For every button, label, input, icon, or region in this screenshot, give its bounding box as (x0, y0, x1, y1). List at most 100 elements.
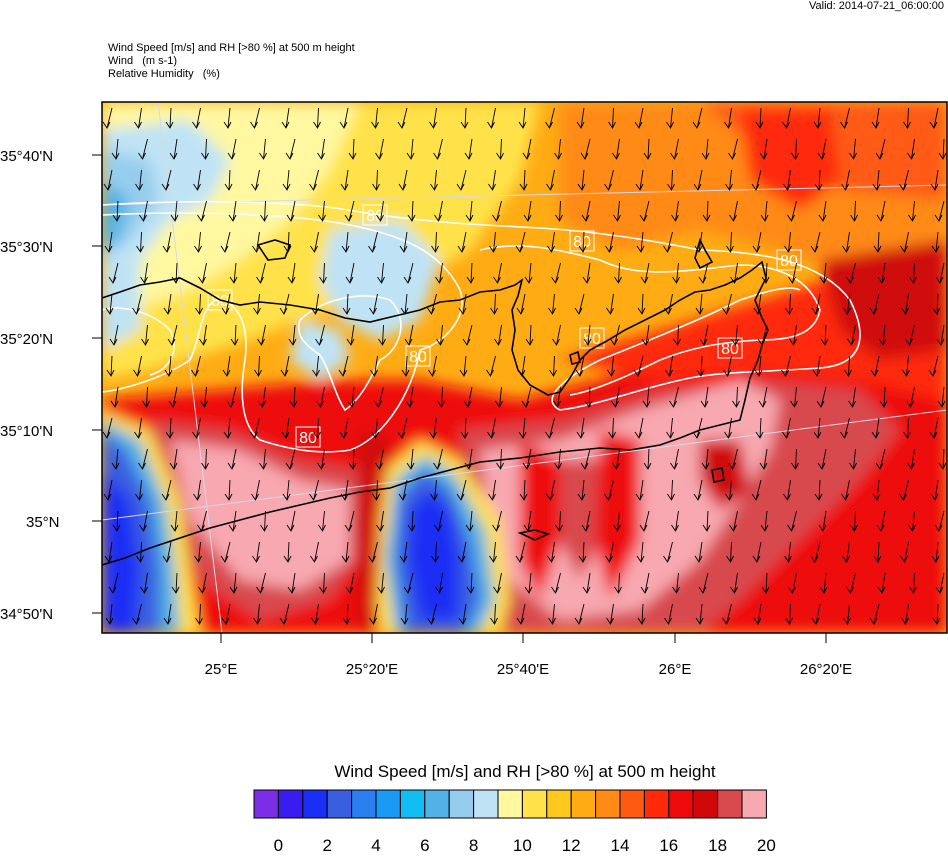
wind-arrow (784, 231, 792, 253)
wind-arrow (694, 231, 703, 253)
wind-arrow (580, 448, 591, 470)
wind-arrow (524, 572, 533, 594)
wind-arrow (869, 293, 880, 315)
wind-arrow (339, 417, 349, 439)
wind-arrow (132, 293, 142, 315)
wind-arrow (729, 510, 738, 532)
wind-arrow (289, 386, 298, 408)
wind-arrow (637, 603, 646, 625)
wind-arrow (938, 448, 947, 470)
colorbar-swatch (570, 789, 597, 819)
wind-arrow (672, 572, 680, 594)
wind-arrow (435, 572, 443, 594)
wind-arrow (907, 448, 915, 470)
wind-arrow (782, 107, 791, 129)
wind-arrow (407, 510, 416, 532)
wind-arrow (377, 262, 385, 284)
wind-arrow (612, 138, 620, 160)
wind-arrow (407, 200, 416, 222)
wind-arrow (457, 231, 467, 253)
wind-arrow (256, 572, 266, 594)
wind-arrow (492, 200, 502, 222)
wind-arrow (576, 107, 585, 129)
wind-arrow (201, 138, 209, 160)
wind-arrow (722, 293, 732, 315)
wind-arrow (375, 138, 384, 160)
wind-arrow (754, 355, 763, 377)
wind-arrow (791, 448, 799, 470)
wind-arrow (103, 479, 113, 501)
wind-arrow (112, 200, 121, 222)
wind-arrow (613, 200, 621, 222)
wind-arrow (398, 479, 408, 501)
wind-arrow (583, 324, 592, 346)
wind-arrow (582, 572, 591, 594)
wind-arrow (810, 231, 821, 253)
wind-arrow (935, 572, 945, 594)
wind-arrow (460, 107, 469, 129)
wind-arrow (109, 324, 119, 346)
wind-arrow (221, 603, 231, 625)
wind-arrow (258, 386, 266, 408)
wind-arrow (199, 324, 207, 346)
wind-arrow (782, 417, 791, 439)
wind-arrow (788, 262, 797, 284)
wind-arrow (840, 417, 850, 439)
lat-label: 35°40'N (0, 148, 53, 165)
wind-arrow (610, 324, 620, 346)
wind-arrow (169, 138, 178, 160)
wind-arrow (929, 107, 939, 129)
wind-arrow (611, 386, 620, 408)
wind-arrow (372, 169, 380, 191)
valid-time: Valid: 2014-07-21_06:00:00 (809, 0, 944, 12)
colorbar-swatch (595, 789, 621, 819)
wind-arrow (814, 479, 823, 501)
wind-arrow (281, 107, 290, 129)
wind-arrow (257, 324, 266, 346)
wind-arrow (695, 603, 704, 625)
wind-arrow (581, 510, 591, 532)
wind-arrow (578, 541, 587, 563)
wind-arrow (260, 510, 268, 532)
colorbar-tick-label: 18 (708, 836, 728, 855)
wind-arrow (841, 169, 850, 191)
wind-arrow (316, 386, 325, 408)
lat-axis: 35°40'N 35°30'N 35°20'N 35°10'N 35°N 34°… (0, 148, 102, 623)
colorbar-tick-label: 4 (371, 836, 381, 855)
wind-arrow (310, 231, 319, 253)
wind-arrow (134, 417, 142, 439)
wind-arrow (229, 262, 238, 284)
wind-arrow (548, 603, 556, 625)
wind-arrow (281, 417, 290, 439)
wind-arrow (909, 572, 917, 594)
wind-arrow (285, 448, 296, 470)
wind-arrow (546, 169, 555, 191)
wind-arrow (110, 386, 119, 408)
wind-arrow (643, 138, 652, 160)
wind-arrow (552, 324, 561, 346)
wind-arrow (340, 169, 349, 191)
rh-label: 80 (780, 253, 798, 270)
wind-arrow (608, 107, 616, 129)
wind-arrow (545, 417, 555, 439)
wind-arrow (813, 417, 822, 439)
wind-arrow (724, 417, 732, 439)
wind-arrow (315, 324, 325, 346)
wind-arrow (605, 231, 614, 253)
wind-arrow (229, 572, 238, 594)
wind-arrow (370, 355, 378, 377)
wind-arrow (434, 200, 443, 222)
wind-arrow (348, 448, 357, 470)
wind-arrow (287, 262, 296, 284)
wind-arrow (111, 448, 120, 470)
wind-arrow (701, 138, 710, 160)
wind-arrow (136, 231, 144, 253)
wind-arrow (313, 417, 321, 439)
wind-arrow (938, 138, 947, 160)
wind-arrow (427, 293, 437, 315)
wind-arrow (170, 200, 179, 222)
colorbar-swatch (741, 789, 767, 819)
wind-arrow (547, 231, 555, 253)
wind-arrow (427, 603, 437, 625)
wind-arrow (105, 293, 114, 315)
